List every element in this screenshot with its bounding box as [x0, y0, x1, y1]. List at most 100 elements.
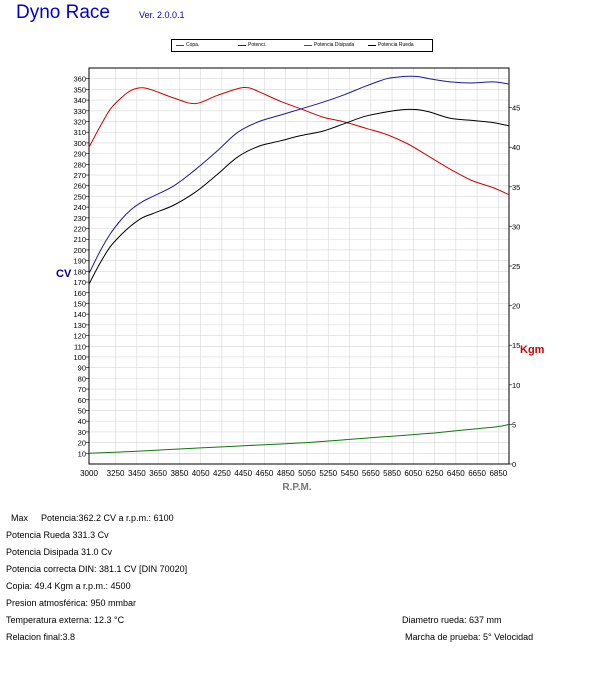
y-tick-label-130: 130 [73, 321, 86, 330]
y-tick-label-190: 190 [73, 257, 86, 266]
y-tick-label-40: 40 [78, 417, 86, 426]
y-tick-label-60: 60 [78, 396, 86, 405]
y-tick-label-200: 200 [73, 246, 86, 255]
x-tick-label-4850: 4850 [277, 469, 295, 478]
x-tick-label-6450: 6450 [447, 469, 465, 478]
x-axis-label: R.P.M. [282, 482, 311, 493]
plot-frame [88, 67, 510, 465]
x-tick-label-5450: 5450 [341, 469, 359, 478]
legend-label-disipada: Potencia Disipada [314, 42, 355, 48]
y2-tick-label-40: 40 [512, 143, 520, 152]
x-tick-label-5250: 5250 [319, 469, 337, 478]
y2-tick-label-0: 0 [512, 460, 516, 469]
version-label: Ver. 2.0.0.1 [139, 10, 185, 20]
y-tick-label-140: 140 [73, 310, 86, 319]
x-tick-label-5050: 5050 [298, 469, 316, 478]
y-tick-label-280: 280 [73, 160, 86, 169]
stat-max-potencia: Potencia:362.2 CV a r.p.m.: 6100 [41, 513, 174, 523]
stat-temperatura: Temperatura externa: 12.3 °C [6, 615, 125, 625]
y2-tick-label-5: 5 [512, 420, 516, 429]
dyno-chart: 3000 3250 3450 3650 3850 4050 4250 4450 4650 4850… [56, 67, 545, 493]
legend-swatch-rueda [368, 44, 376, 46]
x-tick-label-6650: 6650 [468, 469, 486, 478]
y-tick-label-170: 170 [73, 278, 86, 287]
stat-relacion: Relacion final:3.8 [6, 632, 76, 642]
legend-swatch-potencia [238, 44, 246, 46]
y2-tick-label-35: 35 [512, 183, 520, 192]
y-tick-label-10: 10 [78, 449, 86, 458]
stat-potencia-correcta: Potencia correcta DIN: 381.1 CV [DIN 700… [6, 564, 188, 574]
y2-tick-label-30: 30 [512, 222, 520, 231]
left-axis-label: CV [56, 268, 72, 280]
stat-potencia-rueda: Potencia Rueda 331.3 Cv [6, 530, 109, 540]
y-tick-label-160: 160 [73, 289, 86, 298]
y-tick-label-250: 250 [73, 192, 86, 201]
chart-legend: Copa. Potenci. Potencia Disipada Potenci… [171, 39, 433, 52]
series-line-potenci [88, 75, 510, 274]
legend-item-disipada: Potencia Disipada [304, 42, 354, 48]
x-tick-label-3450: 3450 [128, 469, 146, 478]
x-tick-label-4050: 4050 [192, 469, 210, 478]
y2-tick-label-15: 15 [512, 341, 520, 350]
y-tick-label-230: 230 [73, 214, 86, 223]
x-tick-label-6250: 6250 [426, 469, 444, 478]
stat-marcha: Marcha de prueba: 5° Velocidad [405, 632, 534, 642]
y-tick-label-290: 290 [73, 150, 86, 159]
grid-layer [88, 68, 509, 464]
y-tick-label-30: 30 [78, 428, 86, 437]
series-line-potencia-disipada [88, 423, 510, 454]
x-tick-label-6050: 6050 [404, 469, 422, 478]
y-tick-label-80: 80 [78, 374, 86, 383]
y-tick-label-240: 240 [73, 203, 86, 212]
y-tick-label-320: 320 [73, 118, 86, 127]
y-tick-label-260: 260 [73, 182, 86, 191]
legend-label-rueda: Potencia Rueda [378, 42, 414, 48]
legend-label-copa: Copa. [186, 42, 200, 48]
y-tick-label-270: 270 [73, 171, 86, 180]
x-tick-label-4250: 4250 [213, 469, 231, 478]
stat-copia: Copia: 49.4 Kgm a r.p.m.: 4500 [6, 581, 131, 591]
legend-swatch-disipada [304, 44, 312, 46]
y-tick-label-220: 220 [73, 225, 86, 234]
y-tick-label-310: 310 [73, 128, 86, 137]
right-axis-label: Kgm [520, 344, 545, 356]
y2-tick-label-10: 10 [512, 381, 520, 390]
x-tick-label-3650: 3650 [149, 469, 167, 478]
x-tick-label-4650: 4650 [256, 469, 274, 478]
y-tick-label-150: 150 [73, 299, 86, 308]
legend-item-copa: Copa. [176, 42, 199, 48]
y-tick-label-100: 100 [73, 353, 86, 362]
x-tick-label-6850: 6850 [489, 469, 507, 478]
x-tick-label-5850: 5850 [383, 469, 401, 478]
stat-diametro: Diametro rueda: 637 mm [402, 615, 502, 625]
y-tick-label-350: 350 [73, 85, 86, 94]
x-tick-label-3250: 3250 [107, 469, 125, 478]
stat-max-label: Max [11, 513, 29, 523]
y-tick-label-340: 340 [73, 96, 86, 105]
y-tick-label-70: 70 [78, 385, 86, 394]
y-tick-label-20: 20 [78, 439, 86, 448]
y-tick-label-120: 120 [73, 332, 86, 341]
x-tick-label-3000: 3000 [80, 469, 98, 478]
y-tick-label-180: 180 [73, 267, 86, 276]
y-tick-label-50: 50 [78, 406, 86, 415]
stat-presion: Presion atmosférica: 950 mmbar [6, 598, 137, 608]
y-tick-label-330: 330 [73, 107, 86, 116]
legend-item-potencia: Potenci. [238, 42, 266, 48]
stat-potencia-disipada: Potencia Disipada 31.0 Cv [6, 547, 113, 557]
y-tick-label-300: 300 [73, 139, 86, 148]
y-tick-label-360: 360 [73, 75, 86, 84]
x-tick-label-4450: 4450 [234, 469, 252, 478]
y2-tick-label-45: 45 [512, 104, 520, 113]
series-line-potencia-rueda [88, 108, 510, 285]
legend-item-rueda: Potencia Rueda [368, 42, 414, 48]
y-tick-label-210: 210 [73, 235, 86, 244]
y-tick-label-110: 110 [74, 342, 86, 351]
x-tick-label-3850: 3850 [170, 469, 188, 478]
y2-tick-label-25: 25 [512, 262, 520, 271]
x-tick-label-5650: 5650 [362, 469, 380, 478]
y2-tick-label-20: 20 [512, 302, 520, 311]
tick-layer: 3000 3250 3450 3650 3850 4050 4250 4450 4650 4850… [73, 75, 520, 478]
series-layer [88, 75, 510, 454]
legend-label-potencia: Potenci. [248, 42, 267, 48]
